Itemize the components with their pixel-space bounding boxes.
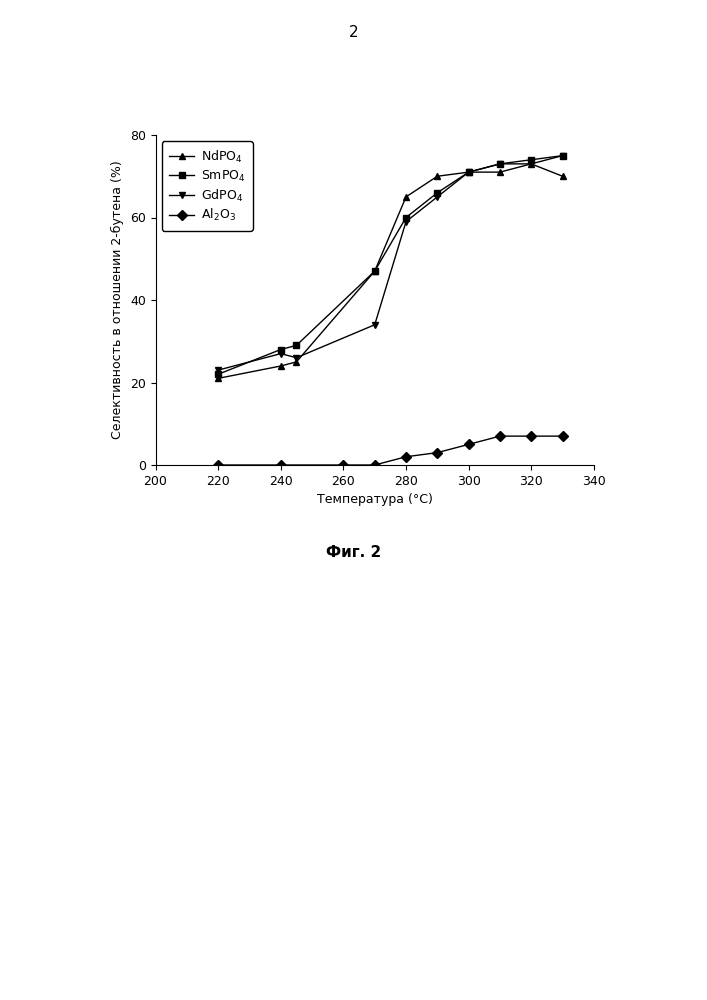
NdPO$_4$ (402, 191, 410, 203)
X-axis label: Температура (°C): Температура (°C) (317, 493, 433, 506)
SmPO$_4$ (464, 166, 473, 178)
NdPO$_4$ (496, 166, 504, 178)
SmPO$_4$ (292, 339, 300, 351)
GdPO$_4$ (276, 348, 285, 360)
SmPO$_4$ (214, 368, 223, 380)
Al$_2$O$_3$ (464, 438, 473, 450)
Al$_2$O$_3$ (214, 459, 223, 471)
Line: Al$_2$O$_3$: Al$_2$O$_3$ (215, 433, 566, 468)
GdPO$_4$ (214, 364, 223, 376)
GdPO$_4$ (464, 166, 473, 178)
SmPO$_4$ (276, 344, 285, 356)
Legend: NdPO$_4$, SmPO$_4$, GdPO$_4$, Al$_2$O$_3$: NdPO$_4$, SmPO$_4$, GdPO$_4$, Al$_2$O$_3… (162, 141, 252, 231)
Line: NdPO$_4$: NdPO$_4$ (215, 160, 566, 382)
Al$_2$O$_3$ (370, 459, 379, 471)
NdPO$_4$ (370, 265, 379, 277)
SmPO$_4$ (433, 187, 442, 199)
NdPO$_4$ (559, 170, 567, 182)
GdPO$_4$ (527, 158, 535, 170)
NdPO$_4$ (433, 170, 442, 182)
Al$_2$O$_3$ (276, 459, 285, 471)
Text: Фиг. 2: Фиг. 2 (326, 545, 381, 560)
Al$_2$O$_3$ (559, 430, 567, 442)
Text: 2: 2 (349, 25, 358, 40)
GdPO$_4$ (433, 191, 442, 203)
Al$_2$O$_3$ (339, 459, 348, 471)
GdPO$_4$ (402, 216, 410, 228)
SmPO$_4$ (402, 212, 410, 224)
NdPO$_4$ (214, 372, 223, 384)
SmPO$_4$ (496, 158, 504, 170)
Line: SmPO$_4$: SmPO$_4$ (215, 152, 566, 378)
Al$_2$O$_3$ (496, 430, 504, 442)
NdPO$_4$ (292, 356, 300, 368)
GdPO$_4$ (370, 319, 379, 331)
NdPO$_4$ (464, 166, 473, 178)
NdPO$_4$ (527, 158, 535, 170)
SmPO$_4$ (559, 150, 567, 162)
NdPO$_4$ (276, 360, 285, 372)
SmPO$_4$ (527, 154, 535, 166)
SmPO$_4$ (370, 265, 379, 277)
Al$_2$O$_3$ (527, 430, 535, 442)
Y-axis label: Селективность в отношении 2-бутена (%): Селективность в отношении 2-бутена (%) (111, 161, 124, 439)
GdPO$_4$ (496, 158, 504, 170)
GdPO$_4$ (559, 150, 567, 162)
Al$_2$O$_3$ (402, 451, 410, 463)
GdPO$_4$ (292, 352, 300, 364)
Al$_2$O$_3$ (433, 447, 442, 459)
Line: GdPO$_4$: GdPO$_4$ (215, 152, 566, 374)
